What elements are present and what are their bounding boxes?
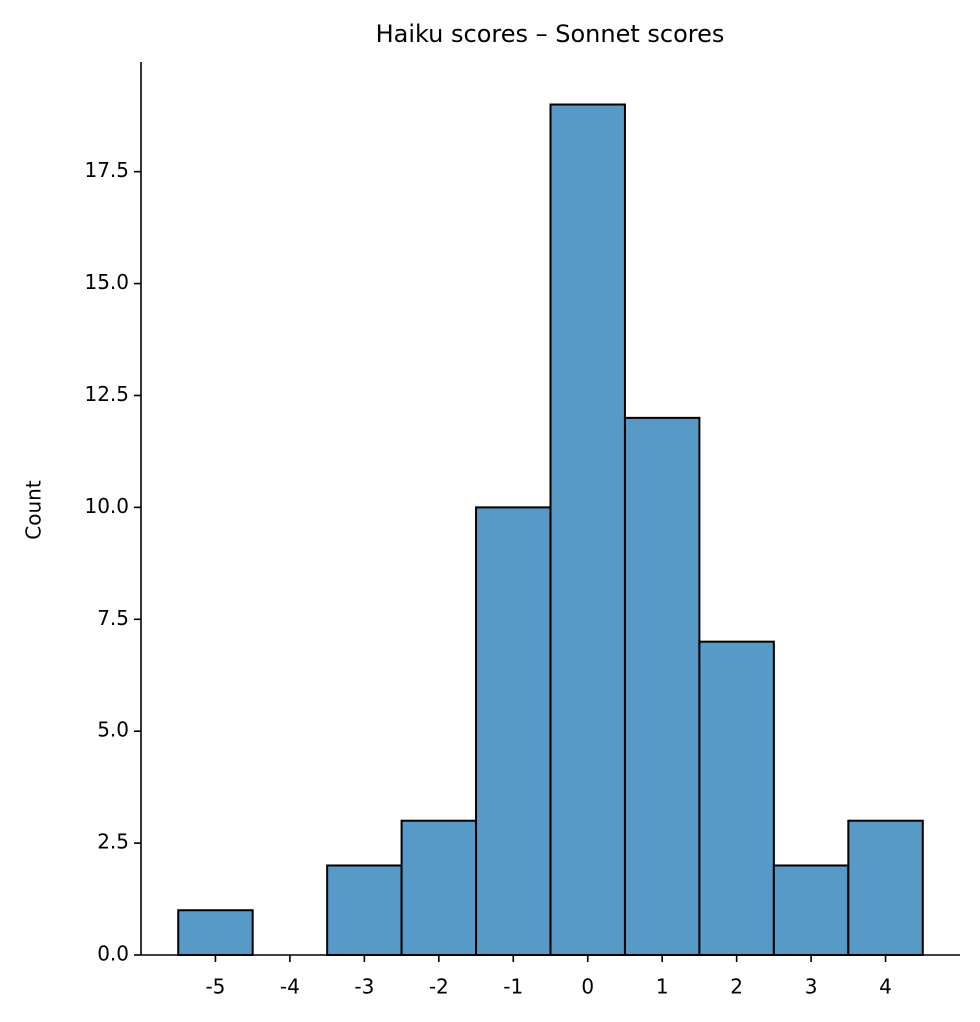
x-tick-label: -5 (205, 975, 225, 999)
bar (698, 640, 775, 957)
x-tick-label: 1 (656, 975, 669, 999)
x-tick-label: 0 (581, 975, 594, 999)
y-tick-label: 10.0 (84, 494, 129, 518)
chart-title: Haiku scores – Sonnet scores (376, 20, 725, 48)
y-tick-label: 2.5 (97, 830, 129, 854)
y-axis-label: Count (22, 480, 46, 540)
y-tick-label: 7.5 (97, 606, 129, 630)
y-tick-label: 12.5 (84, 382, 129, 406)
x-tick-label: -3 (354, 975, 374, 999)
y-tick-label: 5.0 (97, 718, 129, 742)
y-tick-label: 17.5 (84, 158, 129, 182)
bar (847, 819, 924, 957)
bar (623, 416, 701, 957)
bar (400, 819, 478, 957)
x-tick-label: -4 (280, 975, 300, 999)
bar (475, 506, 552, 956)
bar (549, 103, 626, 957)
x-tick-label: 4 (879, 975, 892, 999)
bar (326, 864, 403, 957)
bar (772, 864, 850, 957)
x-tick-label: -1 (503, 975, 523, 999)
y-tick-label: 0.0 (97, 942, 129, 966)
x-tick-label: 3 (805, 975, 818, 999)
x-tick-label: 2 (730, 975, 743, 999)
x-tick-label: -2 (429, 975, 449, 999)
y-tick-label: 15.0 (84, 270, 129, 294)
bar (177, 909, 254, 957)
